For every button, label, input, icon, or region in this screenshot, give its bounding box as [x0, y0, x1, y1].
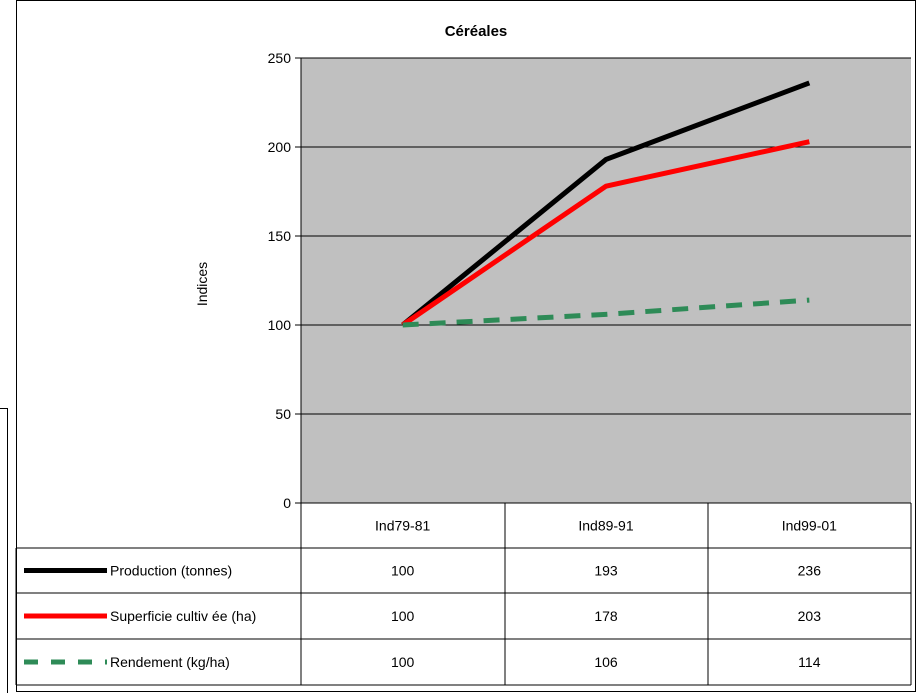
table-value: 100	[391, 654, 415, 670]
legend-label: Superficie cultiv ée (ha)	[110, 608, 256, 624]
table-value: 193	[594, 563, 618, 579]
series-line	[401, 80, 811, 327]
y-tick-label: 50	[275, 406, 291, 422]
y-axis-label: Indices	[194, 262, 210, 306]
x-category-label: Ind99-01	[782, 518, 837, 534]
series-line	[402, 297, 810, 328]
x-category-label: Ind79-81	[375, 518, 430, 534]
table-value: 100	[391, 563, 415, 579]
y-tick-label: 150	[268, 228, 292, 244]
table-value: 203	[798, 608, 822, 624]
plot-area: 0 50 100 150 200 250	[268, 50, 911, 511]
table-value: 106	[594, 654, 618, 670]
plot-background	[301, 58, 911, 503]
y-tick-label: 0	[283, 495, 291, 511]
table-value: 178	[594, 608, 618, 624]
chart-title: Céréales	[445, 23, 508, 40]
y-tick-label: 100	[268, 317, 292, 333]
y-tick-label: 250	[268, 50, 292, 66]
left-border-fragment	[0, 408, 8, 693]
table-value: 100	[391, 608, 415, 624]
series-line	[401, 139, 810, 328]
y-tick-label: 200	[268, 139, 292, 155]
legend-label: Production (tonnes)	[110, 563, 232, 579]
x-category-label: Ind89-91	[578, 518, 633, 534]
table-value: 236	[798, 563, 822, 579]
data-table: Ind79-81 Ind89-91 Ind99-01 Production (tonn…	[15, 502, 912, 686]
legend-label: Rendement (kg/ha)	[110, 654, 230, 670]
table-value: 114	[798, 654, 821, 670]
